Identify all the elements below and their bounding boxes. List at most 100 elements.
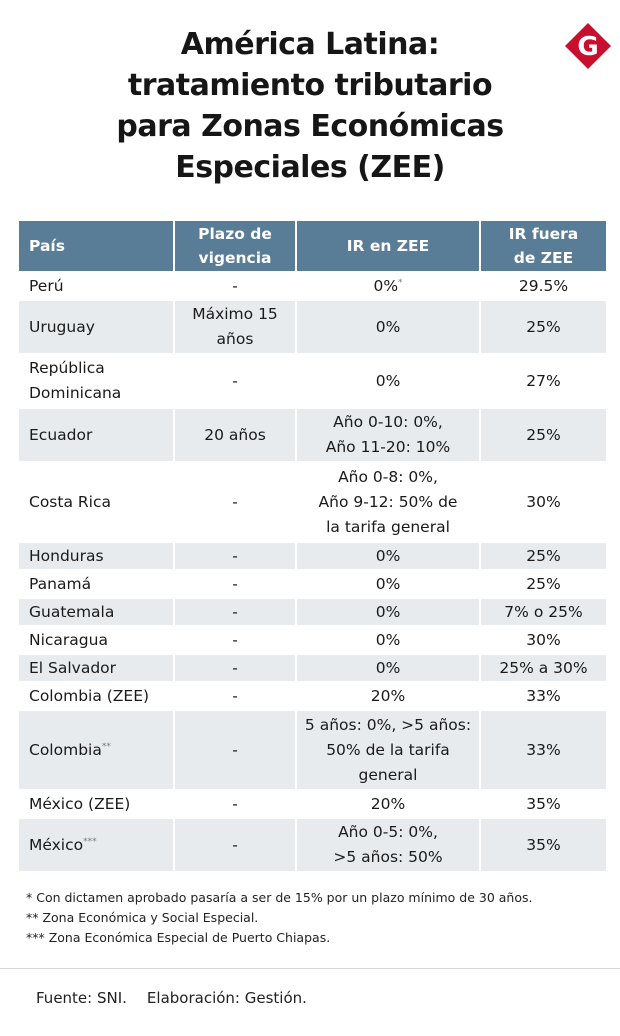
cell-pais-line: Ecuador bbox=[29, 425, 93, 444]
cell-ir-zee: 20% bbox=[297, 683, 479, 709]
cell-plazo: 20 años bbox=[175, 409, 295, 461]
cell-ir-zee-line: 20% bbox=[370, 686, 406, 705]
cell-ir-fuera: 30% bbox=[481, 463, 606, 541]
table-row: Colombia (ZEE) - 20% 33% bbox=[19, 683, 606, 709]
cell-ir-fuera: 35% bbox=[481, 791, 606, 817]
cell-ir-zee-line: Año 0-5: 0%, bbox=[338, 823, 438, 841]
cell-ir-zee-line: 0% bbox=[375, 630, 401, 649]
table-row: Panamá - 0% 25% bbox=[19, 571, 606, 597]
cell-plazo-line: - bbox=[232, 492, 238, 511]
cell-plazo: - bbox=[175, 791, 295, 817]
table-row: Honduras - 0% 25% bbox=[19, 543, 606, 569]
cell-pais-line: Honduras bbox=[29, 546, 104, 565]
cell-ir-zee: 0% bbox=[297, 543, 479, 569]
cell-plazo-line: Máximo 15 bbox=[192, 305, 278, 323]
title-line-3: para Zonas Económicas bbox=[116, 109, 504, 144]
source-label: Fuente: SNI. bbox=[36, 989, 127, 1007]
page-title: América Latina: tratamiento tributario par… bbox=[0, 24, 620, 188]
cell-ir-zee-line: 0% bbox=[375, 602, 401, 621]
cell-ir-fuera: 25% bbox=[481, 301, 606, 353]
cell-pais-line: Guatemala bbox=[29, 602, 115, 621]
cell-pais-line: El Salvador bbox=[29, 658, 117, 677]
footnote-3: *** Zona Económica Especial de Puerto Ch… bbox=[26, 930, 331, 945]
cell-ir-zee: 0% bbox=[297, 599, 479, 625]
cell-ir-zee-line: 0% bbox=[373, 276, 399, 295]
cell-pais-line: Panamá bbox=[29, 574, 92, 593]
cell-ir-zee: 0% bbox=[297, 571, 479, 597]
cell-pais-line: Dominicana bbox=[29, 384, 122, 402]
cell-pais: Uruguay bbox=[19, 301, 173, 353]
header-line: de ZEE bbox=[513, 249, 574, 267]
cell-ir-zee-line: 20% bbox=[370, 794, 406, 813]
cell-plazo-line: - bbox=[232, 546, 238, 565]
cell-pais: Colombia (ZEE) bbox=[19, 683, 173, 709]
table-row: Colombia** - 5 años: 0%, >5 años: 50% de la… bbox=[19, 711, 606, 789]
title-line-4: Especiales (ZEE) bbox=[175, 150, 445, 185]
cell-ir-zee-line: 0% bbox=[375, 574, 401, 593]
header-ir-zee: IR en ZEE bbox=[297, 221, 479, 271]
cell-pais-line: Uruguay bbox=[29, 317, 95, 336]
cell-pais: México*** bbox=[19, 819, 173, 871]
cell-pais: Guatemala bbox=[19, 599, 173, 625]
cell-plazo: - bbox=[175, 711, 295, 789]
cell-ir-fuera-line: 35% bbox=[526, 835, 561, 854]
title-line-2: tratamiento tributario bbox=[127, 68, 493, 103]
table-row: Nicaragua - 0% 30% bbox=[19, 627, 606, 653]
cell-plazo: - bbox=[175, 463, 295, 541]
cell-ir-fuera-line: 35% bbox=[526, 794, 561, 813]
cell-ir-zee-line: Año 11-20: 10% bbox=[325, 438, 451, 456]
cell-pais: El Salvador bbox=[19, 655, 173, 681]
cell-plazo-line: - bbox=[232, 602, 238, 621]
cell-ir-fuera-line: 33% bbox=[526, 686, 561, 705]
cell-plazo: - bbox=[175, 571, 295, 597]
header-plazo: Plazo de vigencia bbox=[175, 221, 295, 271]
cell-plazo: Máximo 15 años bbox=[175, 301, 295, 353]
footnotes: * Con dictamen aprobado pasaría a ser de… bbox=[26, 888, 532, 948]
cell-pais: Nicaragua bbox=[19, 627, 173, 653]
cell-plazo: - bbox=[175, 273, 295, 299]
cell-ir-zee-line: Año 0-8: 0%, bbox=[338, 467, 438, 486]
cell-pais-line: República bbox=[29, 359, 105, 377]
cell-plazo: - bbox=[175, 655, 295, 681]
cell-ir-zee-line: Año 0-10: 0%, bbox=[333, 413, 443, 431]
header-ir-fuera: IR fuera de ZEE bbox=[481, 221, 606, 271]
footnote-mark: ** bbox=[101, 741, 111, 752]
cell-ir-fuera-line: 25% bbox=[526, 317, 561, 336]
table-row: República Dominicana - 0% 27% bbox=[19, 355, 606, 407]
cell-ir-fuera-line: 25% bbox=[526, 546, 561, 565]
divider bbox=[0, 968, 620, 969]
cell-ir-fuera-line: 29.5% bbox=[518, 276, 569, 295]
cell-pais-line: Colombia bbox=[29, 740, 102, 759]
table-row: Costa Rica - Año 0-8: 0%, Año 9-12: 50% de l… bbox=[19, 463, 606, 541]
cell-ir-zee: 0% bbox=[297, 355, 479, 407]
cell-pais: Panamá bbox=[19, 571, 173, 597]
cell-ir-zee-line: 0% bbox=[375, 658, 401, 677]
cell-ir-fuera: 33% bbox=[481, 683, 606, 709]
footnote-2: ** Zona Económica y Social Especial. bbox=[26, 910, 259, 925]
title-line-1: América Latina: bbox=[180, 27, 440, 62]
cell-pais-line: Costa Rica bbox=[29, 492, 111, 511]
header-line: vigencia bbox=[198, 249, 272, 267]
cell-pais-line: México bbox=[29, 835, 84, 854]
cell-ir-fuera: 25% a 30% bbox=[481, 655, 606, 681]
cell-pais-line: México (ZEE) bbox=[29, 794, 131, 813]
cell-plazo: - bbox=[175, 683, 295, 709]
cell-pais-line: Perú bbox=[29, 276, 64, 295]
cell-ir-fuera: 33% bbox=[481, 711, 606, 789]
cell-pais-line: Colombia (ZEE) bbox=[29, 686, 150, 705]
header-pais: País bbox=[19, 221, 173, 271]
table-row: Ecuador 20 años Año 0-10: 0%, Año 11-20: 10… bbox=[19, 409, 606, 461]
cell-ir-zee: Año 0-8: 0%, Año 9-12: 50% de la tarifa ge… bbox=[297, 463, 479, 541]
cell-plazo-line: - bbox=[232, 686, 238, 705]
table-row: El Salvador - 0% 25% a 30% bbox=[19, 655, 606, 681]
cell-ir-zee: 0% bbox=[297, 627, 479, 653]
cell-ir-fuera: 25% bbox=[481, 409, 606, 461]
cell-plazo-line: - bbox=[232, 835, 238, 854]
cell-plazo-line: - bbox=[232, 740, 238, 759]
cell-plazo-line: - bbox=[232, 658, 238, 677]
cell-ir-zee: Año 0-5: 0%, >5 años: 50% bbox=[297, 819, 479, 871]
header-line: IR en ZEE bbox=[346, 237, 430, 255]
cell-ir-zee-line: 5 años: 0%, >5 años: bbox=[304, 715, 472, 734]
cell-ir-fuera: 25% bbox=[481, 571, 606, 597]
table-row: México*** - Año 0-5: 0%, >5 años: 50% 35% bbox=[19, 819, 606, 871]
